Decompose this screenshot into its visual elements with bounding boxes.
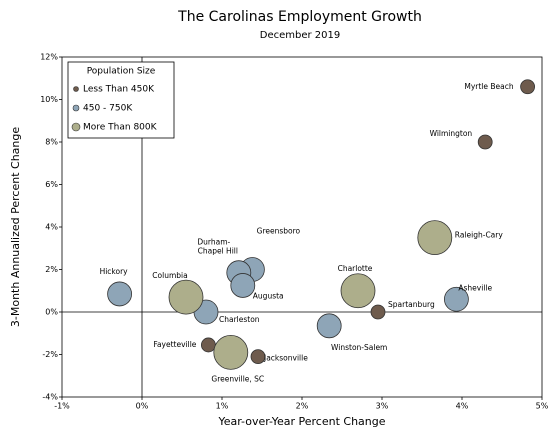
y-tick-label: 10% — [40, 95, 58, 104]
point-label: Augusta — [253, 291, 284, 300]
bubble — [316, 313, 342, 339]
bubble — [443, 286, 469, 312]
bubble — [168, 279, 204, 315]
x-tick-label: 5% — [536, 402, 549, 411]
y-tick-label: 0% — [45, 308, 58, 317]
bubble — [250, 349, 266, 365]
point-label: Durham-Chapel Hill — [197, 238, 238, 256]
x-tick-label: 4% — [456, 402, 469, 411]
bubble — [107, 281, 132, 307]
x-tick-label: 0% — [136, 402, 149, 411]
y-tick-label: 6% — [45, 180, 58, 189]
y-tick-label: 8% — [45, 138, 58, 147]
y-tick-label: 4% — [45, 223, 58, 232]
bubble — [417, 220, 453, 256]
legend-label: 450 - 750K — [83, 104, 133, 114]
bubble — [520, 79, 535, 95]
legend-box — [67, 61, 175, 139]
point-label: Raleigh-Cary — [455, 231, 504, 240]
point-label: Asheville — [458, 283, 492, 292]
bubble — [213, 334, 249, 370]
bubble — [370, 304, 386, 320]
legend-swatch — [71, 122, 81, 132]
point-label: Fayetteville — [153, 340, 196, 349]
point-label: Columbia — [152, 271, 187, 280]
legend-swatch — [73, 86, 79, 92]
chart-title: The Carolinas Employment Growth — [177, 9, 422, 25]
bubble — [477, 134, 493, 150]
label-line: Chapel Hill — [198, 247, 238, 256]
point-label: Greensboro — [257, 227, 301, 236]
chart-subtitle: December 2019 — [260, 30, 340, 41]
x-tick-label: -1% — [54, 402, 70, 411]
point-label: Greenville, SC — [211, 374, 264, 383]
legend-swatch — [72, 104, 80, 112]
point-label: Winston-Salem — [331, 343, 387, 352]
legend-label: Less Than 450K — [83, 85, 155, 95]
x-tick-label: 1% — [216, 402, 229, 411]
point-label: Myrtle Beach — [464, 82, 513, 91]
bubble — [200, 337, 216, 353]
point-label: Spartanburg — [388, 300, 435, 309]
y-tick-label: -2% — [42, 350, 58, 359]
legend-title: Population Size — [87, 67, 156, 77]
point-label: Hickory — [100, 267, 129, 276]
label-line: Durham- — [197, 238, 230, 247]
legend-label: More Than 800K — [83, 123, 158, 133]
point-label: Jacksonville — [263, 354, 308, 363]
x-tick-label: 3% — [376, 402, 389, 411]
point-label: Charleston — [219, 315, 260, 324]
x-tick-label: 2% — [296, 402, 309, 411]
y-tick-label: 2% — [45, 265, 58, 274]
y-axis-label: 3-Month Annualized Percent Change — [9, 127, 22, 327]
x-axis-label: Year-over-Year Percent Change — [217, 415, 385, 427]
bubble — [230, 273, 256, 298]
bubble — [340, 273, 376, 309]
y-tick-label: -4% — [42, 393, 58, 402]
point-label: Charlotte — [338, 264, 373, 273]
y-tick-label: 12% — [40, 53, 58, 62]
point-label: Wilmington — [430, 129, 473, 138]
